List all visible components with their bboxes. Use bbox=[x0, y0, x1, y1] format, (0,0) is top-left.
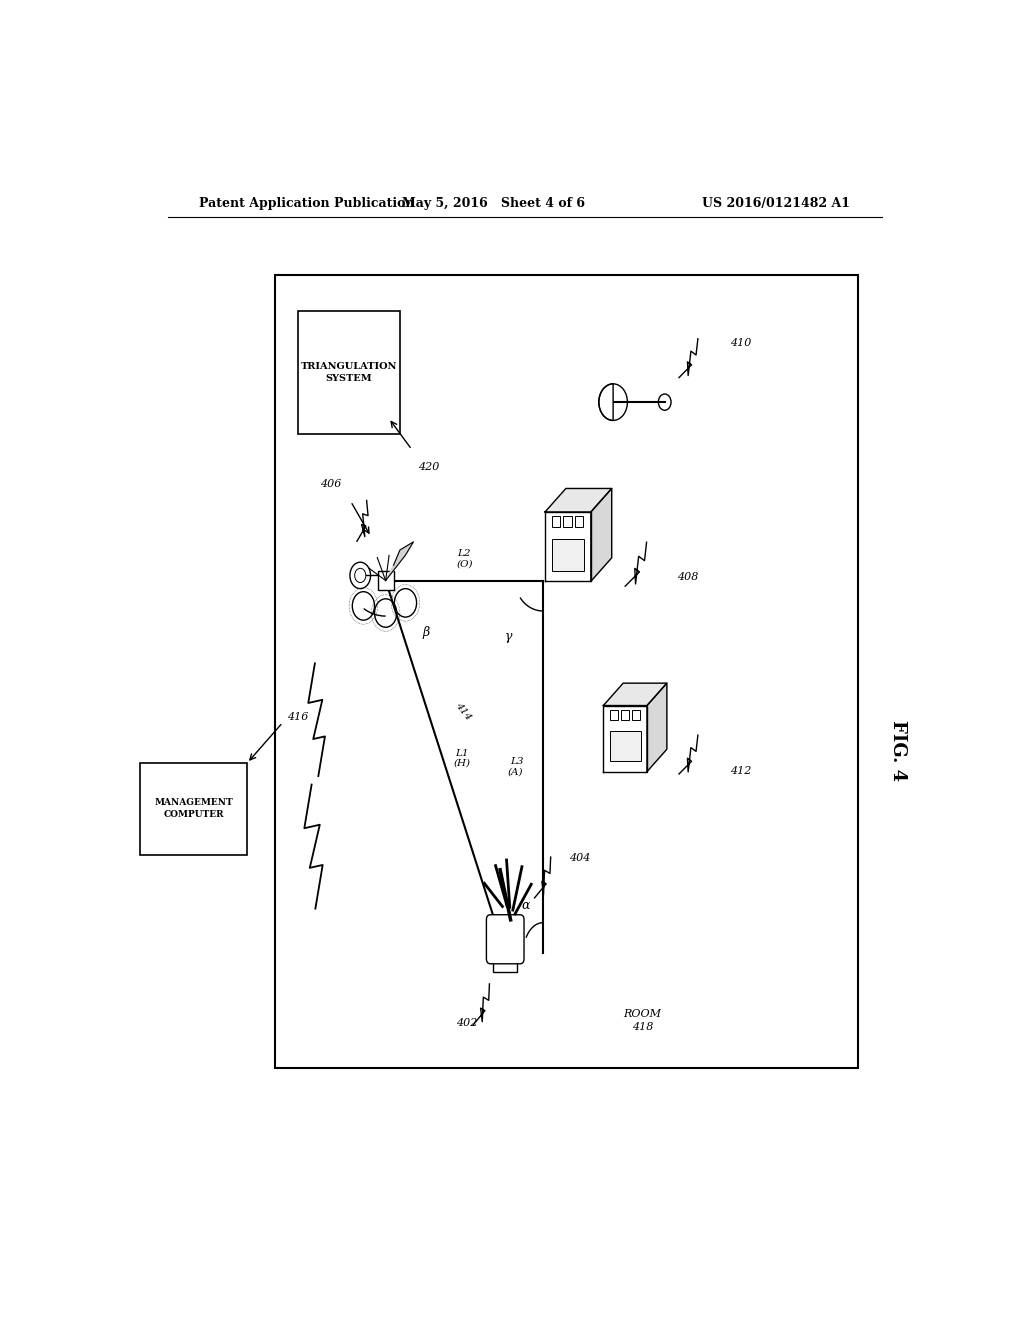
Bar bbox=[575, 516, 584, 527]
FancyBboxPatch shape bbox=[486, 915, 524, 964]
Bar bbox=[609, 731, 641, 762]
Text: Patent Application Publication: Patent Application Publication bbox=[200, 197, 415, 210]
Polygon shape bbox=[591, 488, 611, 581]
Bar bbox=[609, 710, 617, 719]
Polygon shape bbox=[603, 684, 667, 705]
Polygon shape bbox=[603, 705, 647, 772]
Bar bbox=[621, 710, 629, 719]
Bar bbox=[632, 710, 640, 719]
Bar bbox=[274, 276, 858, 1068]
Bar bbox=[563, 516, 571, 527]
Bar bbox=[140, 763, 247, 854]
Text: 408: 408 bbox=[677, 572, 698, 582]
Text: L3
(A): L3 (A) bbox=[508, 758, 523, 776]
Text: FIG. 4: FIG. 4 bbox=[889, 721, 907, 781]
Text: L1
(H): L1 (H) bbox=[453, 748, 470, 768]
Bar bbox=[298, 312, 400, 434]
Polygon shape bbox=[545, 512, 591, 581]
Bar bbox=[378, 572, 393, 590]
Text: ROOM
418: ROOM 418 bbox=[624, 1010, 662, 1032]
Text: 416: 416 bbox=[287, 713, 308, 722]
Text: γ: γ bbox=[505, 630, 512, 643]
Text: 414: 414 bbox=[454, 701, 473, 722]
Text: α: α bbox=[521, 899, 529, 912]
Text: L2
(O): L2 (O) bbox=[456, 549, 473, 569]
Bar bbox=[494, 958, 517, 972]
Text: May 5, 2016   Sheet 4 of 6: May 5, 2016 Sheet 4 of 6 bbox=[401, 197, 585, 210]
Text: US 2016/0121482 A1: US 2016/0121482 A1 bbox=[702, 197, 850, 210]
Polygon shape bbox=[545, 488, 611, 512]
Text: 410: 410 bbox=[730, 338, 752, 347]
Wedge shape bbox=[599, 384, 613, 421]
Bar bbox=[552, 539, 585, 570]
Polygon shape bbox=[647, 684, 667, 772]
Polygon shape bbox=[386, 543, 414, 581]
Text: 406: 406 bbox=[321, 479, 342, 490]
Text: TRIANGULATION
SYSTEM: TRIANGULATION SYSTEM bbox=[301, 362, 397, 383]
Text: β: β bbox=[423, 626, 430, 639]
Text: 402: 402 bbox=[456, 1018, 477, 1028]
Text: MANAGEMENT
COMPUTER: MANAGEMENT COMPUTER bbox=[154, 799, 232, 820]
Text: 420: 420 bbox=[418, 462, 439, 471]
Text: 404: 404 bbox=[569, 853, 591, 863]
Bar bbox=[552, 516, 560, 527]
Text: 412: 412 bbox=[730, 766, 752, 776]
